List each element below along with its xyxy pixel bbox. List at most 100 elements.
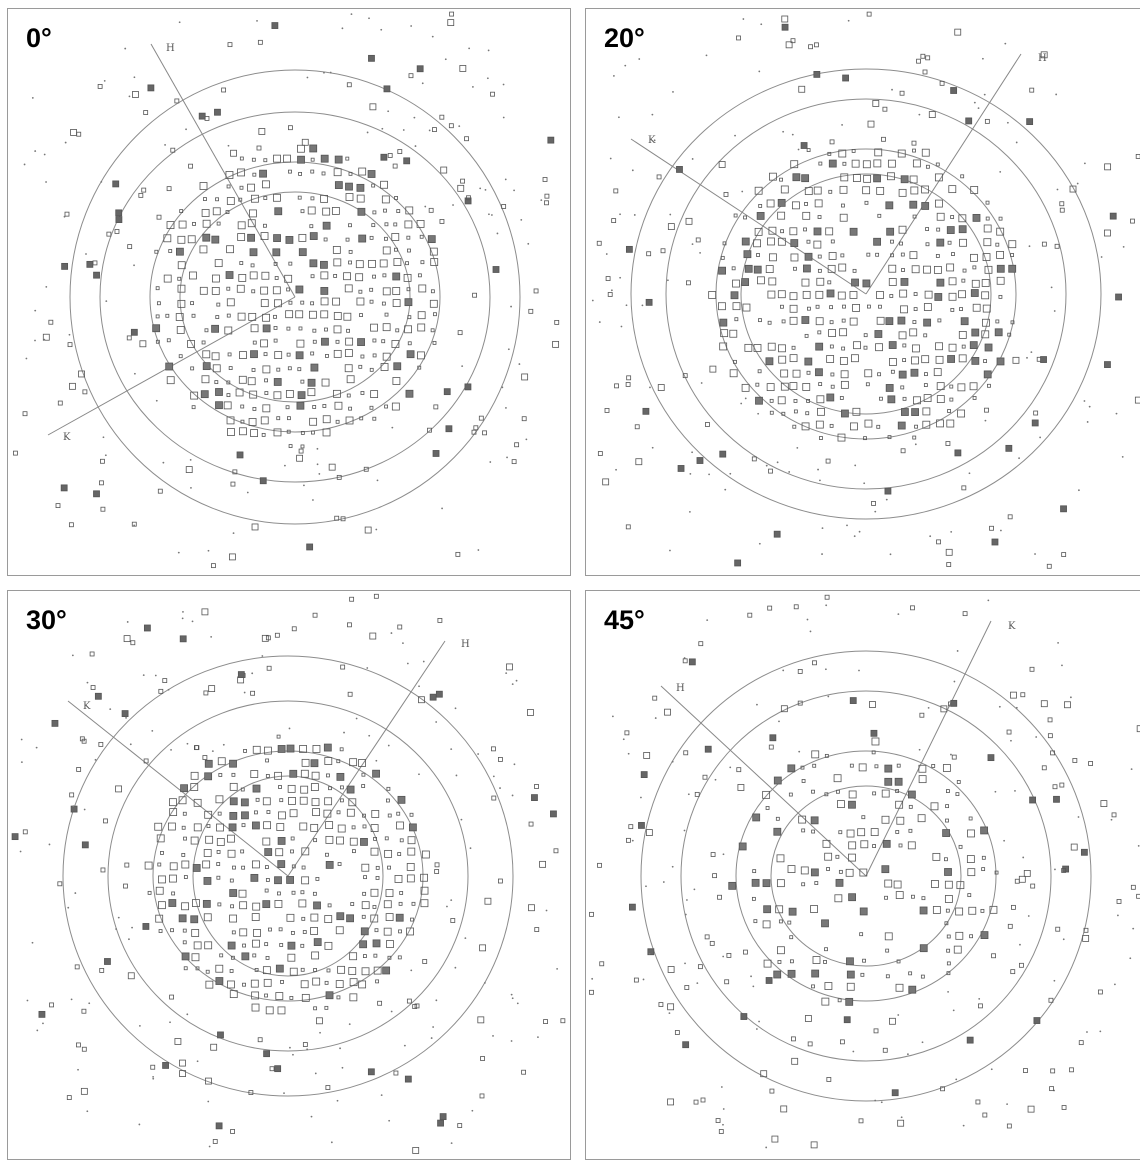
diffraction-spot [409, 74, 413, 78]
diffraction-spot [798, 149, 800, 151]
diffraction-spot [451, 1142, 453, 1144]
diffraction-spot [350, 838, 357, 845]
diffraction-spot [162, 462, 164, 464]
diffraction-spot [788, 921, 791, 924]
diffraction-spot [292, 891, 295, 894]
diffraction-spot [1129, 957, 1131, 959]
diffraction-spot [124, 636, 130, 642]
diffraction-spot [968, 894, 971, 897]
diffraction-spot [450, 899, 452, 901]
diffraction-spot [217, 876, 220, 879]
diffraction-spot [143, 923, 149, 929]
diffraction-spot [1030, 667, 1034, 671]
diffraction-spot [216, 965, 223, 972]
diffraction-spot [171, 929, 174, 932]
diffraction-spot [709, 291, 716, 298]
diffraction-spot [435, 999, 437, 1001]
diffraction-spot [194, 942, 201, 949]
diffraction-spot [948, 409, 951, 412]
diffraction-spot [970, 383, 977, 390]
diffraction-spot [936, 343, 943, 350]
diffraction-spot [603, 479, 609, 485]
diffraction-spot [308, 389, 315, 396]
diffraction-spot [298, 392, 305, 399]
diffraction-spot [418, 312, 425, 319]
diffraction-spot [297, 145, 304, 152]
diffraction-spot [216, 1123, 222, 1129]
diffraction-spot [218, 812, 221, 815]
diffraction-spot [642, 305, 644, 307]
diffraction-spot [531, 795, 537, 801]
diffraction-spot [410, 25, 412, 27]
diffraction-spot [872, 738, 879, 745]
diffraction-spot [274, 339, 277, 342]
diffraction-spot [883, 107, 887, 111]
diffraction-spot [82, 842, 88, 848]
diffraction-spot [757, 254, 760, 257]
diffraction-spot [185, 128, 187, 130]
diffraction-spot [610, 158, 612, 160]
diffraction-spot [458, 331, 462, 335]
diffraction-spot [923, 266, 930, 273]
diffraction-spot [970, 935, 973, 938]
diffraction-spot [764, 960, 771, 967]
diffraction-spot [292, 627, 296, 631]
diffraction-spot [790, 293, 797, 300]
diffraction-spot [347, 623, 351, 627]
diffraction-spot [27, 1000, 29, 1002]
diffraction-spot [864, 334, 867, 337]
diffraction-spot [323, 404, 326, 407]
diffraction-spot [968, 830, 975, 837]
diffraction-spot [253, 785, 260, 792]
diffraction-spot [302, 759, 309, 766]
diffraction-spot [874, 160, 881, 167]
diffraction-spot [742, 384, 749, 391]
diffraction-spot [759, 543, 761, 545]
diffraction-spot [988, 755, 994, 761]
diffraction-spot [908, 842, 915, 849]
diffraction-spot [778, 199, 785, 206]
diffraction-spot [203, 351, 210, 358]
diffraction-spot [408, 837, 415, 844]
diffraction-spot [167, 339, 170, 342]
diffraction-spot [67, 1096, 71, 1100]
diffraction-spot [753, 870, 756, 873]
diffraction-spot [840, 357, 847, 364]
diffraction-spot [202, 209, 209, 216]
diffraction-spot [909, 829, 912, 832]
diffraction-spot [421, 900, 428, 907]
diffraction-spot [263, 325, 270, 332]
diffraction-spot [419, 285, 426, 292]
diffraction-spot [214, 109, 220, 115]
diffraction-spot [376, 866, 379, 869]
diffraction-spot [932, 764, 935, 767]
diffraction-spot [545, 201, 549, 205]
diffraction-spot [1116, 413, 1118, 415]
diffraction-spot [207, 1101, 209, 1103]
diffraction-spot [886, 975, 889, 978]
diffraction-spot [371, 324, 378, 331]
diffraction-spot [794, 399, 797, 402]
diffraction-spot [386, 914, 393, 921]
diffraction-spot [949, 278, 956, 285]
diffraction-spot [278, 745, 285, 752]
diffraction-spot [311, 302, 314, 305]
diffraction-spot [87, 261, 93, 267]
diffraction-spot [943, 764, 950, 771]
diffraction-spot [969, 907, 976, 914]
diffraction-spot [274, 429, 281, 436]
diffraction-spot [253, 746, 260, 753]
diffraction-spot [825, 853, 832, 860]
diffraction-spot [345, 183, 352, 190]
diffraction-spot [244, 749, 247, 752]
diffraction-spot [189, 272, 196, 279]
diffraction-spot [335, 156, 342, 163]
diffraction-spot [326, 774, 329, 777]
diffraction-spot [999, 706, 1001, 708]
diffraction-spot [900, 290, 907, 297]
diffraction-spot [71, 129, 77, 135]
diffraction-spot [1030, 797, 1036, 803]
diffraction-spot [899, 189, 906, 196]
diffraction-spot [163, 679, 167, 683]
diffraction-spot [145, 862, 152, 869]
